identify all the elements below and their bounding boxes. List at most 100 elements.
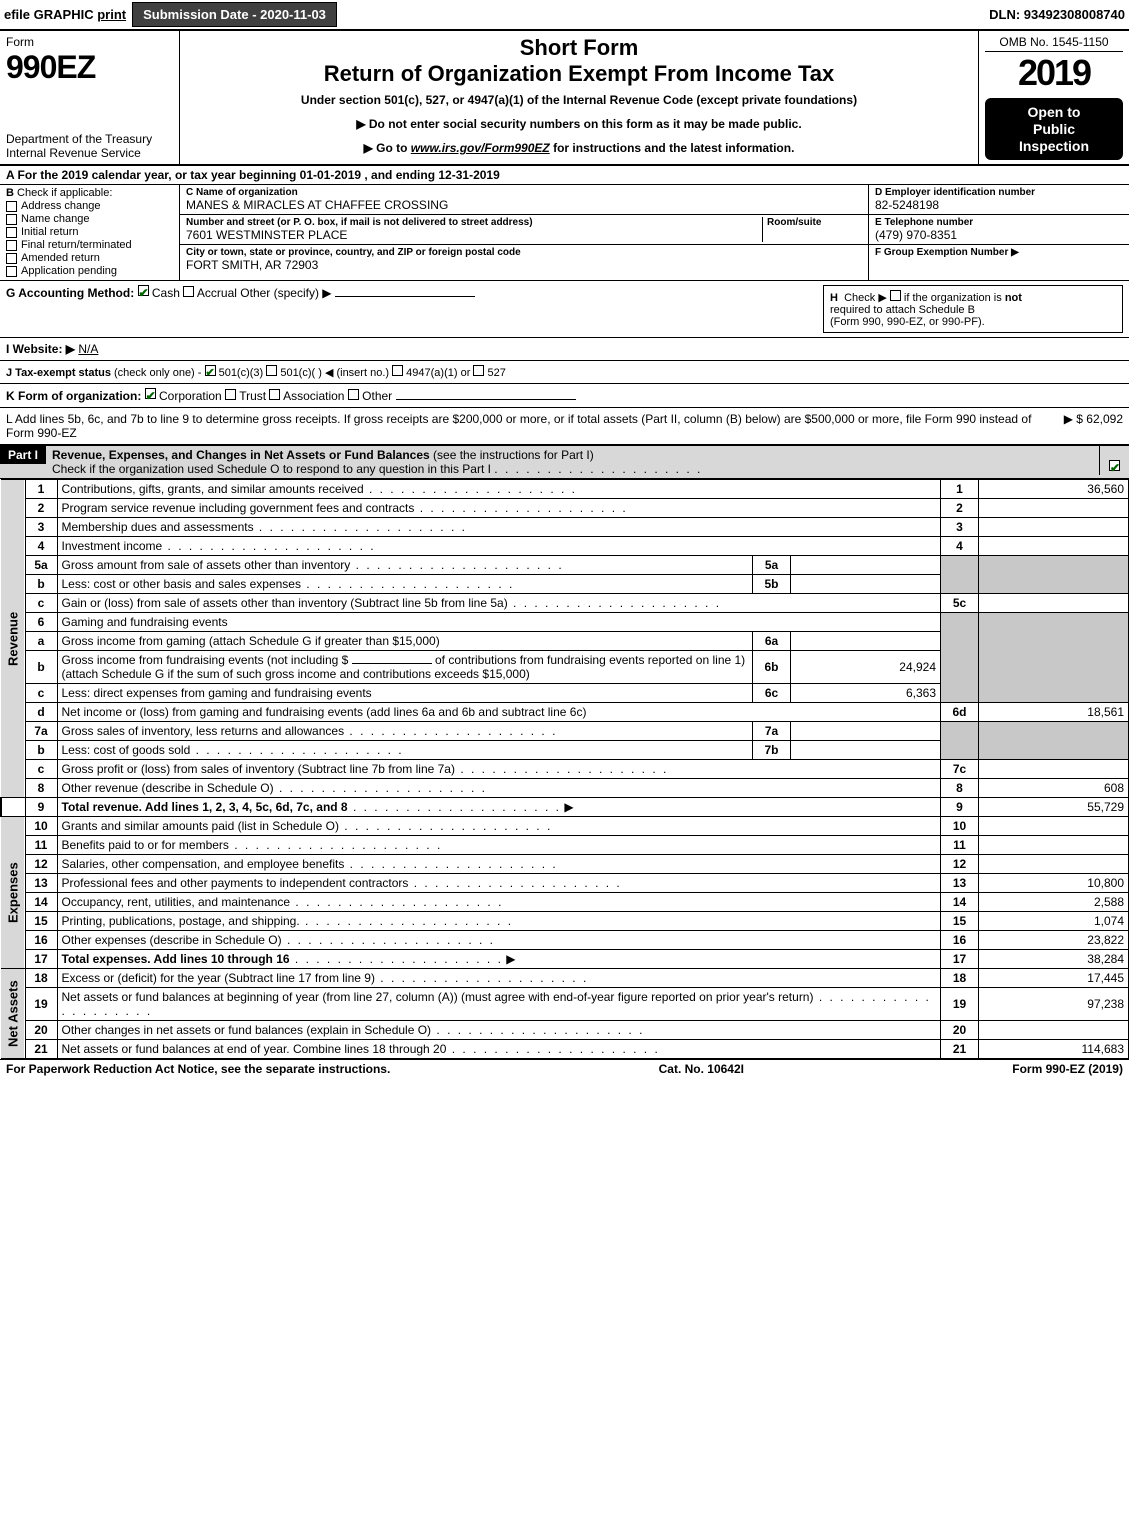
ln-17-val: 38,284 <box>979 950 1129 969</box>
ln-6b-mb: 6b <box>753 651 791 684</box>
ln-21-val: 114,683 <box>979 1040 1129 1059</box>
ln-18-box: 18 <box>941 969 979 988</box>
cb-cash[interactable]: ✔ <box>138 285 149 296</box>
subtitle: Under section 501(c), 527, or 4947(a)(1)… <box>186 93 972 107</box>
tax-year: 2019 <box>985 52 1123 94</box>
ln-14-box: 14 <box>941 893 979 912</box>
other-org-input[interactable] <box>396 399 576 400</box>
ln-7b-mv <box>791 741 941 760</box>
ln-5b-mb: 5b <box>753 575 791 594</box>
part-I-header-row: Part I Revenue, Expenses, and Changes in… <box>0 445 1129 479</box>
H-text1: Check ▶ <box>844 292 887 304</box>
arrow2-post: for instructions and the latest informat… <box>553 141 794 155</box>
lb-accrual: Accrual <box>197 286 237 300</box>
dept-block: Department of the Treasury Internal Reve… <box>6 132 173 160</box>
ln-21-num: 21 <box>25 1040 57 1059</box>
ln-6c-text: Less: direct expenses from gaming and fu… <box>62 686 372 700</box>
ln-16-val: 23,822 <box>979 931 1129 950</box>
shade-7v <box>979 722 1129 760</box>
cb-initial-return[interactable] <box>6 227 17 238</box>
ln-11-num: 11 <box>25 836 57 855</box>
irs-link[interactable]: www.irs.gov/Form990EZ <box>411 141 550 155</box>
ln-20-num: 20 <box>25 1021 57 1040</box>
cb-partI-scheduleO[interactable]: ✔ <box>1109 460 1120 471</box>
ln-16-num: 16 <box>25 931 57 950</box>
ln-5b-mv <box>791 575 941 594</box>
cb-4947[interactable] <box>392 365 403 376</box>
footer-mid: Cat. No. 10642I <box>659 1062 744 1076</box>
cb-501c[interactable] <box>266 365 277 376</box>
ln-6b-num: b <box>25 651 57 684</box>
dots-icon <box>300 914 513 928</box>
ln-4-val <box>979 537 1129 556</box>
ln-12-val <box>979 855 1129 874</box>
ln-7c-val <box>979 760 1129 779</box>
ln-17-box: 17 <box>941 950 979 969</box>
ln-3-box: 3 <box>941 518 979 537</box>
ein-value: 82-5248198 <box>875 198 1123 212</box>
ln-11-val <box>979 836 1129 855</box>
ln-6a-text: Gross income from gaming (attach Schedul… <box>62 634 440 648</box>
side-netassets: Net Assets <box>1 969 25 1059</box>
dots-icon <box>254 520 467 534</box>
dots-icon <box>339 819 552 833</box>
cb-name-change[interactable] <box>6 214 17 225</box>
ln-19-val: 97,238 <box>979 988 1129 1021</box>
cb-amended-return[interactable] <box>6 253 17 264</box>
cb-trust[interactable] <box>225 389 236 400</box>
dots-icon <box>301 577 514 591</box>
row-L: L Add lines 5b, 6c, and 7b to line 9 to … <box>0 408 1129 445</box>
other-specify-input[interactable] <box>335 296 475 297</box>
efile-label[interactable]: efile <box>4 7 30 22</box>
part-I-note: (see the instructions for Part I) <box>433 448 594 462</box>
print-link[interactable]: print <box>97 7 126 22</box>
cb-accrual[interactable] <box>183 286 194 297</box>
ln-7c-text: Gross profit or (loss) from sales of inv… <box>62 762 455 776</box>
ln-12-box: 12 <box>941 855 979 874</box>
lb-association: Association <box>283 389 344 403</box>
cb-address-change[interactable] <box>6 201 17 212</box>
K-label: K Form of organization: <box>6 389 141 403</box>
section-B: B Check if applicable: Address change Na… <box>0 185 180 280</box>
top-bar-left: efile GRAPHIC print Submission Date - 20… <box>4 2 337 27</box>
ln-5c-num: c <box>25 594 57 613</box>
ln-5c-text: Gain or (loss) from sale of assets other… <box>62 596 508 610</box>
form-word: Form <box>6 35 173 49</box>
cb-527[interactable] <box>473 365 484 376</box>
H-text4: (Form 990, 990-EZ, or 990-PF). <box>830 316 985 328</box>
ln-8-text: Other revenue (describe in Schedule O) <box>62 781 274 795</box>
dots-icon <box>364 482 577 496</box>
submission-date-button[interactable]: Submission Date - 2020-11-03 <box>132 2 337 27</box>
cb-H[interactable] <box>890 290 901 301</box>
ln-5a-mv <box>791 556 941 575</box>
lb-501c: 501(c)( ) ◀ (insert no.) <box>280 367 389 379</box>
graphic-link[interactable]: GRAPHIC <box>34 7 94 22</box>
ln-14-text: Occupancy, rent, utilities, and maintena… <box>62 895 291 909</box>
ln-6d-val: 18,561 <box>979 703 1129 722</box>
shade-5 <box>941 556 979 594</box>
ln-6b-blank[interactable] <box>352 663 432 664</box>
row-A-taxyear: A For the 2019 calendar year, or tax yea… <box>0 166 1129 185</box>
cb-501c3[interactable]: ✔ <box>205 365 216 376</box>
cb-association[interactable] <box>269 389 280 400</box>
dots-icon <box>414 501 627 515</box>
top-bar: efile GRAPHIC print Submission Date - 20… <box>0 0 1129 31</box>
ln-9-arrow: ▶ <box>564 800 573 814</box>
ln-16-text: Other expenses (describe in Schedule O) <box>62 933 282 947</box>
open-public-badge: Open to Public Inspection <box>985 98 1123 160</box>
lb-initial-return: Initial return <box>21 226 78 238</box>
shade-6v <box>979 613 1129 703</box>
lb-application-pending: Application pending <box>21 265 117 277</box>
lb-527: 527 <box>488 367 506 379</box>
J-label: J Tax-exempt status <box>6 367 111 379</box>
L-text: L Add lines 5b, 6c, and 7b to line 9 to … <box>6 412 1056 440</box>
cb-corporation[interactable]: ✔ <box>145 388 156 399</box>
ln-15-val: 1,074 <box>979 912 1129 931</box>
form-header-left: Form 990EZ Department of the Treasury In… <box>0 31 180 164</box>
cb-other-org[interactable] <box>348 389 359 400</box>
ln-13-val: 10,800 <box>979 874 1129 893</box>
cb-application-pending[interactable] <box>6 266 17 277</box>
ln-17-text: Total expenses. Add lines 10 through 16 <box>62 952 290 966</box>
H-label: H <box>830 292 838 304</box>
cb-final-return[interactable] <box>6 240 17 251</box>
